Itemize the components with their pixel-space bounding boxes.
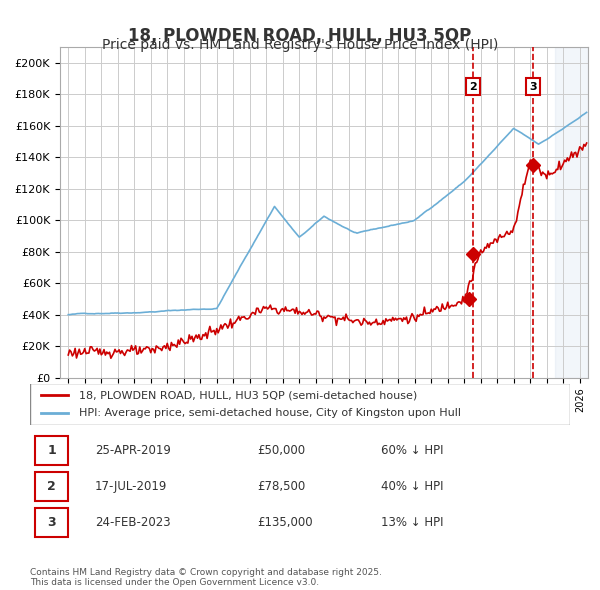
Text: 2: 2 [469, 81, 477, 91]
Text: £78,500: £78,500 [257, 480, 305, 493]
Text: £50,000: £50,000 [257, 444, 305, 457]
FancyBboxPatch shape [35, 472, 68, 501]
FancyBboxPatch shape [35, 508, 68, 537]
Text: 1: 1 [47, 444, 56, 457]
Bar [555, 47, 588, 378]
Text: HPI: Average price, semi-detached house, City of Kingston upon Hull: HPI: Average price, semi-detached house,… [79, 408, 461, 418]
FancyBboxPatch shape [35, 437, 68, 466]
FancyBboxPatch shape [30, 384, 570, 425]
Text: 3: 3 [529, 81, 536, 91]
Text: 17-JUL-2019: 17-JUL-2019 [95, 480, 167, 493]
Text: 40% ↓ HPI: 40% ↓ HPI [381, 480, 443, 493]
Text: 24-FEB-2023: 24-FEB-2023 [95, 516, 170, 529]
Text: 18, PLOWDEN ROAD, HULL, HU3 5QP (semi-detached house): 18, PLOWDEN ROAD, HULL, HU3 5QP (semi-de… [79, 390, 417, 400]
Text: £135,000: £135,000 [257, 516, 313, 529]
Text: 3: 3 [47, 516, 56, 529]
Text: 60% ↓ HPI: 60% ↓ HPI [381, 444, 443, 457]
Text: Contains HM Land Registry data © Crown copyright and database right 2025.
This d: Contains HM Land Registry data © Crown c… [30, 568, 382, 587]
Text: 2: 2 [47, 480, 56, 493]
Text: 13% ↓ HPI: 13% ↓ HPI [381, 516, 443, 529]
Text: 25-APR-2019: 25-APR-2019 [95, 444, 170, 457]
Text: Price paid vs. HM Land Registry's House Price Index (HPI): Price paid vs. HM Land Registry's House … [102, 38, 498, 53]
Text: 18, PLOWDEN ROAD, HULL, HU3 5QP: 18, PLOWDEN ROAD, HULL, HU3 5QP [128, 27, 472, 45]
